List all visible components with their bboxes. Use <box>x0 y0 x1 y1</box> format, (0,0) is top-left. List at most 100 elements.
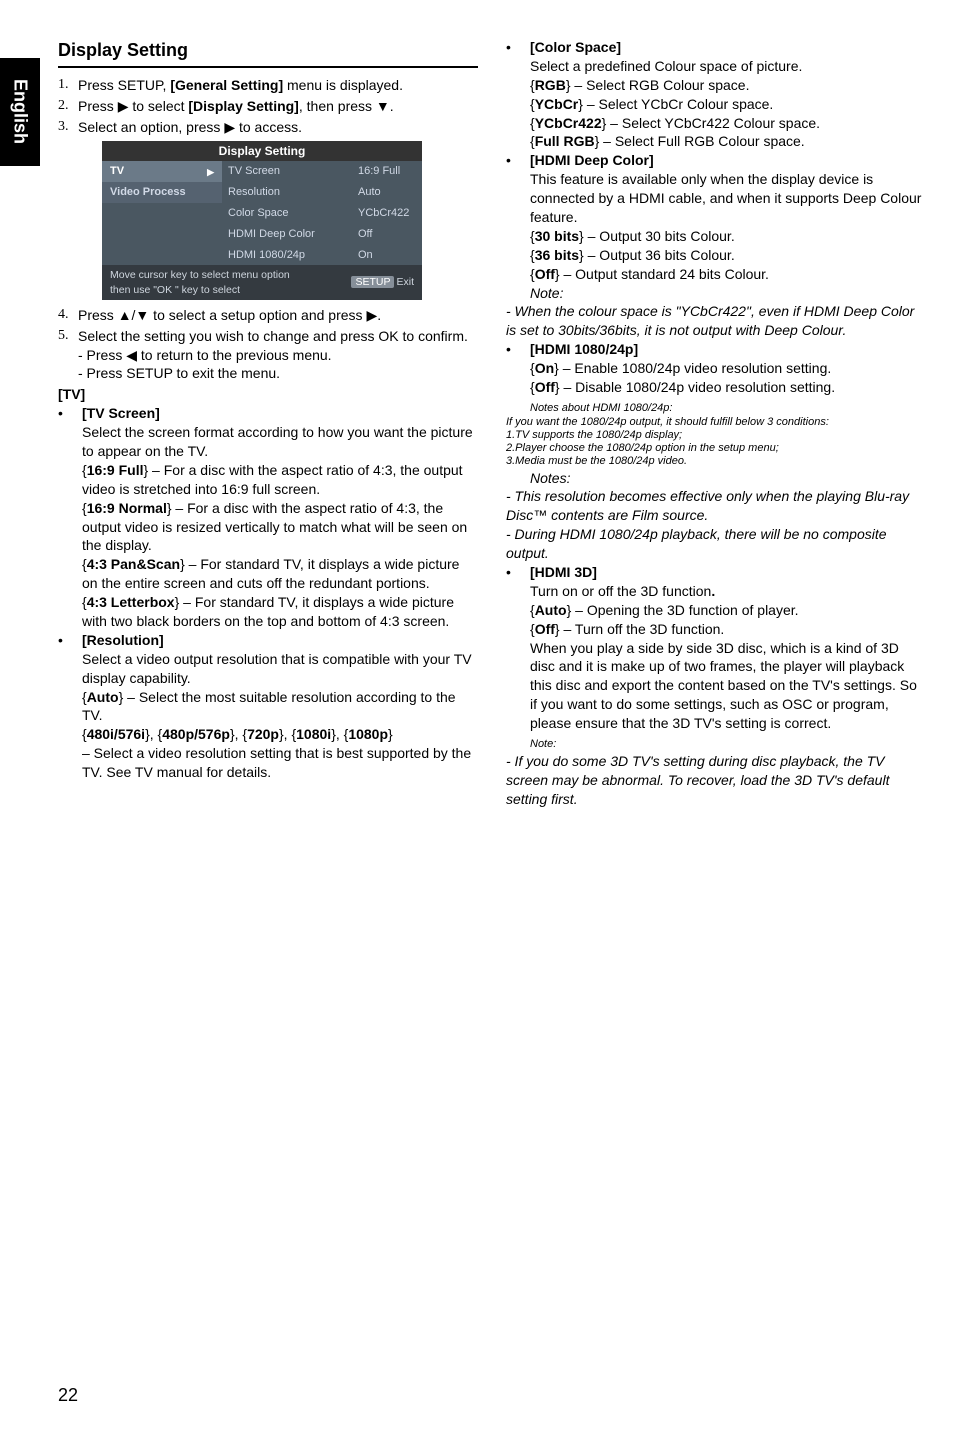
cs-o4v: – Select Full RGB Colour space. <box>599 133 804 149</box>
step-2: 2. Press ▶ to select [Display Setting], … <box>58 97 478 116</box>
h1080-c1: 1.TV supports the 1080/24p display; <box>506 429 926 442</box>
ds-right-col: 16:9 Full Auto YCbCr422 Off On <box>352 161 422 265</box>
ds-mid-row: Resolution <box>222 182 352 203</box>
note-label: Note: <box>530 285 563 301</box>
deep-color-bullet: • [HDMI Deep Color] This feature is avai… <box>506 151 926 302</box>
tv-screen-bullet: • [TV Screen] Select the screen format a… <box>58 404 478 631</box>
h1080-o2k: Off <box>535 379 555 395</box>
auto-val: – Select the most suitable resolution ac… <box>82 689 456 724</box>
ds-mid-row: TV Screen <box>222 161 352 182</box>
step2-b: to select <box>128 98 188 114</box>
down-arrow-icon: ▼ <box>376 97 390 116</box>
ds-mid-row: HDMI Deep Color <box>222 224 352 245</box>
h3d-o2k: Off <box>535 621 555 637</box>
display-setting-menu: Display Setting TV ▶ Video Process TV Sc… <box>102 141 422 300</box>
bullet-icon: • <box>58 631 82 782</box>
h1080-n2: - During HDMI 1080/24p playback, there w… <box>506 525 926 563</box>
ds-footer: Move cursor key to select menu option th… <box>102 265 422 299</box>
step1-bold: [General Setting] <box>170 77 283 93</box>
steps-list: 1. Press SETUP, [General Setting] menu i… <box>58 76 478 137</box>
section-title: Display Setting <box>58 38 478 68</box>
ds-left-row-tv: TV ▶ <box>102 161 222 182</box>
color-space-desc: Select a predefined Colour space of pict… <box>530 58 802 74</box>
ds-right-row: Off <box>352 224 422 245</box>
left-arrow-icon: ◀ <box>126 346 137 365</box>
bullet-icon: • <box>58 404 82 631</box>
ds-left-row-video: Video Process <box>102 182 222 203</box>
h3d-o1v: – Opening the 3D function of player. <box>571 602 798 618</box>
deep-color-note: - When the colour space is "YCbCr422", e… <box>506 302 926 340</box>
h3d-line1a: Turn on or off the 3D function <box>530 583 711 599</box>
step4-c: . <box>377 307 381 323</box>
tv-screen-desc: Select the screen format according to ho… <box>82 424 473 459</box>
step2-c: , then press <box>299 98 376 114</box>
cs-o2k: YCbCr <box>535 96 579 112</box>
dc-o1v: – Output 30 bits Colour. <box>584 228 735 244</box>
step5-sub-a1: - Press <box>78 347 126 363</box>
dc-o3v: – Output standard 24 bits Colour. <box>560 266 769 282</box>
h3d-desc: When you play a side by side 3D disc, wh… <box>530 640 917 732</box>
ds-header: Display Setting <box>102 141 422 161</box>
ds-left-video-label: Video Process <box>110 185 186 200</box>
step4-b: to select a setup option and press <box>149 307 366 323</box>
resolution-desc: Select a video output resolution that is… <box>82 651 472 686</box>
step2-bold: [Display Setting] <box>188 98 298 114</box>
step-3: 3. Select an option, press ▶ to access. <box>58 118 478 137</box>
cs-o3v: – Select YCbCr422 Colour space. <box>606 115 820 131</box>
ds-right-row: 16:9 Full <box>352 161 422 182</box>
step2-a: Press <box>78 98 118 114</box>
cs-o1v: – Select RGB Colour space. <box>571 77 750 93</box>
step2-d: . <box>390 98 394 114</box>
resolution-title: [Resolution] <box>82 632 164 648</box>
bullet-icon: • <box>506 38 530 151</box>
cs-o4k: Full RGB <box>535 133 595 149</box>
ds-footer-exit: Exit <box>396 276 414 288</box>
bullet-icon: • <box>506 340 530 416</box>
ds-right-row: YCbCr422 <box>352 203 422 224</box>
left-column: Display Setting 1. Press SETUP, [General… <box>58 38 478 809</box>
dc-o2k: 36 bits <box>535 247 579 263</box>
tv-screen-title: [TV Screen] <box>82 405 160 421</box>
h1080-o2v: – Disable 1080/24p video resolution sett… <box>560 379 836 395</box>
dc-o1k: 30 bits <box>535 228 579 244</box>
setup-button-label: SETUP <box>351 276 394 288</box>
ds-left-tv-label: TV <box>110 164 124 179</box>
opt1-key: 16:9 Full <box>87 462 144 478</box>
resolution-tail: – Select a video resolution setting that… <box>82 745 471 780</box>
h3d-o1k: Auto <box>535 602 567 618</box>
h1080-n1: - This resolution becomes effective only… <box>506 487 926 525</box>
ds-body: TV ▶ Video Process TV Screen Resolution … <box>102 161 422 265</box>
opt3-key: 4:3 Pan&Scan <box>87 556 180 572</box>
ds-right-row: Auto <box>352 182 422 203</box>
ds-mid-row: Color Space <box>222 203 352 224</box>
bullet-icon: • <box>506 151 530 302</box>
ds-mid-col: TV Screen Resolution Color Space HDMI De… <box>222 161 352 265</box>
step5-a: Select the setting you wish to change an… <box>78 328 468 344</box>
step-num: 2. <box>58 97 78 116</box>
step-num: 4. <box>58 306 78 325</box>
h3d-note-label: Note: <box>530 738 556 750</box>
dc-o3k: Off <box>535 266 555 282</box>
h1080-c2: 2.Player choose the 1080/24p option in t… <box>506 442 926 455</box>
tv-heading: [TV] <box>58 386 85 402</box>
step-num: 5. <box>58 327 78 384</box>
right-arrow-icon: ▶ <box>224 118 235 137</box>
right-column: • [Color Space] Select a predefined Colo… <box>506 38 926 809</box>
up-down-arrow-icon: ▲/▼ <box>118 306 150 325</box>
step1-text-a: Press SETUP, <box>78 77 170 93</box>
step1-text-b: menu is displayed. <box>283 77 403 93</box>
language-tab: English <box>0 58 40 166</box>
right-arrow-icon: ▶ <box>207 166 214 178</box>
step-4: 4. Press ▲/▼ to select a setup option an… <box>58 306 478 325</box>
opt2-key: 16:9 Normal <box>87 500 167 516</box>
step3-b: to access. <box>235 119 302 135</box>
cs-o2v: – Select YCbCr Colour space. <box>583 96 773 112</box>
h1080-c3: 3.Media must be the 1080/24p video. <box>506 455 926 468</box>
notes-label: Notes: <box>530 469 926 488</box>
resolution-bullet: • [Resolution] Select a video output res… <box>58 631 478 782</box>
color-space-bullet: • [Color Space] Select a predefined Colo… <box>506 38 926 151</box>
step3-a: Select an option, press <box>78 119 224 135</box>
hdmi-1080-title: [HDMI 1080/24p] <box>530 341 638 357</box>
bullet-icon: • <box>506 563 530 752</box>
step-num: 3. <box>58 118 78 137</box>
